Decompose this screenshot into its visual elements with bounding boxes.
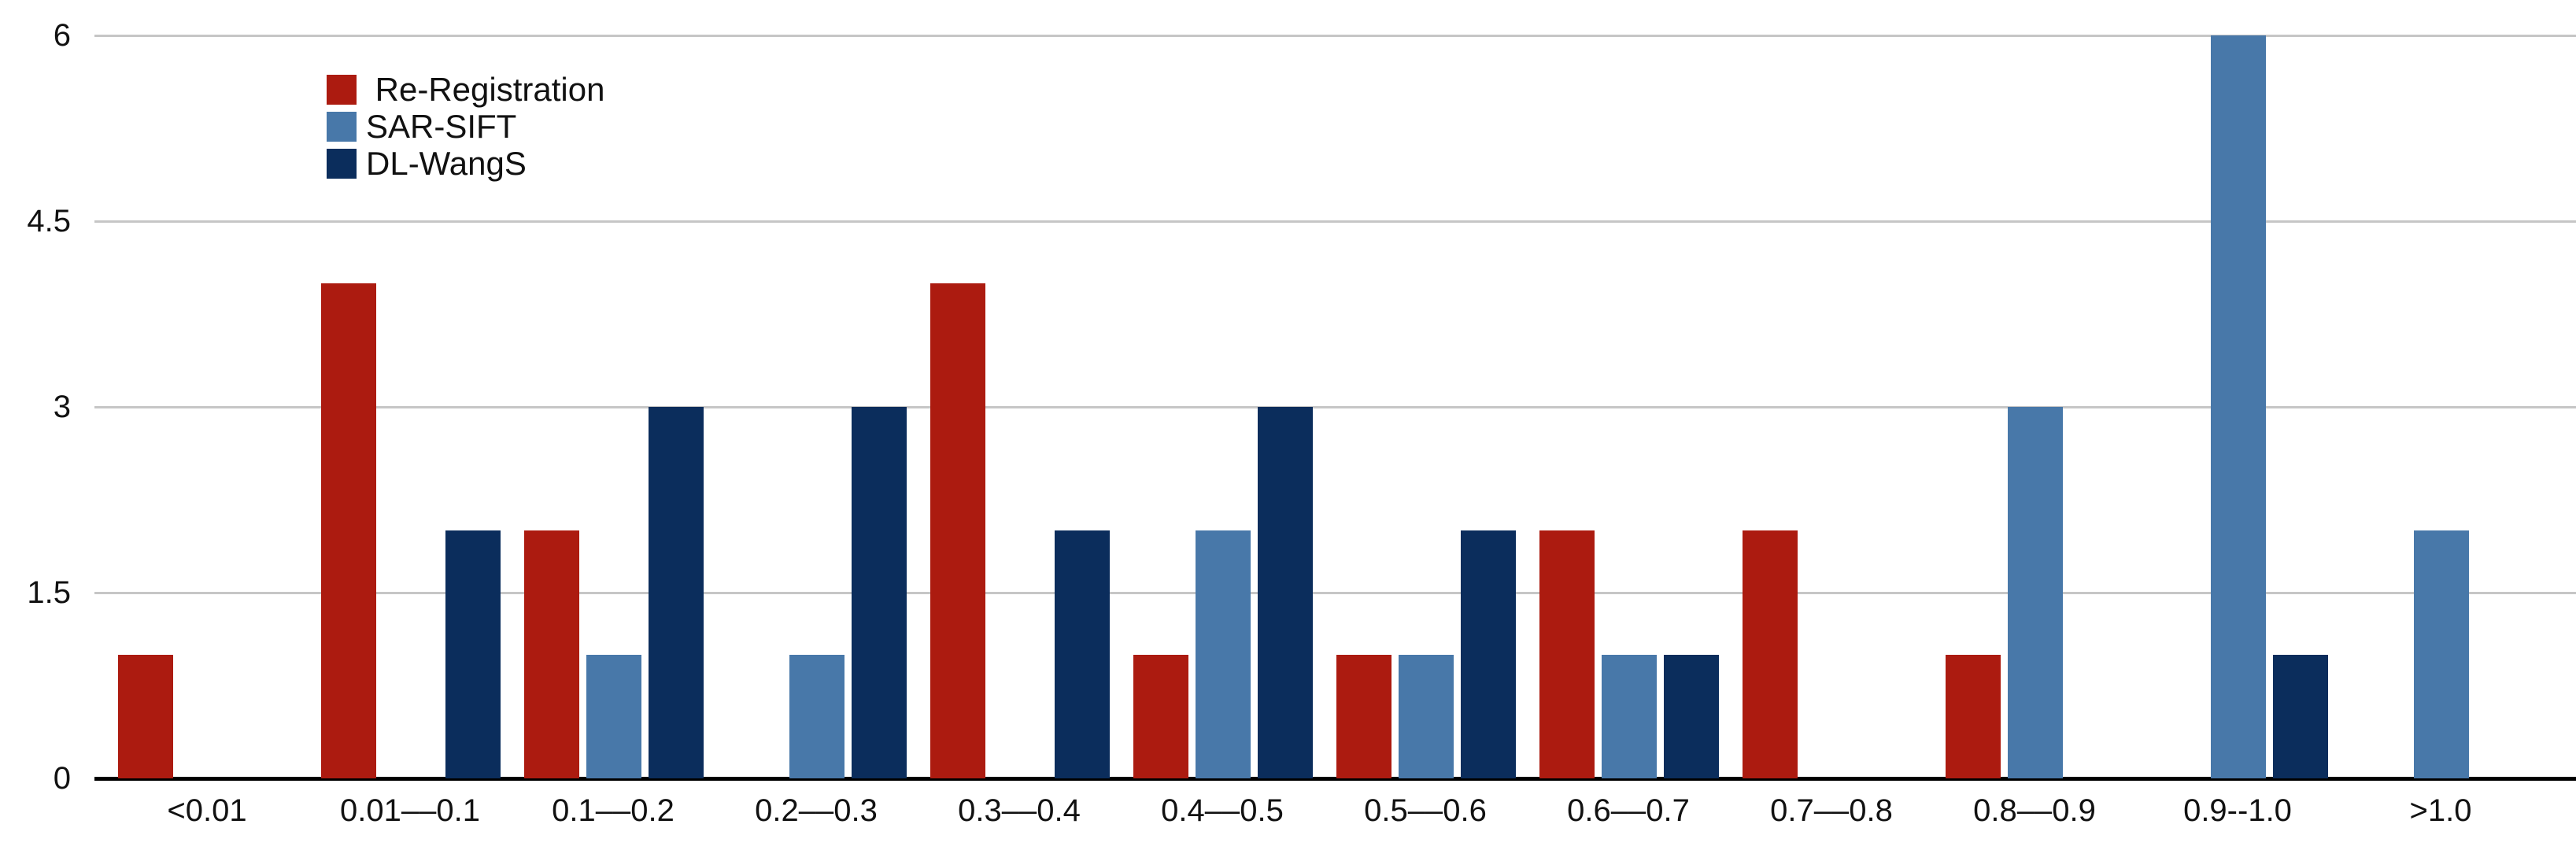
- bar-dl-wangs-8: [1664, 654, 1719, 778]
- bar-sar-sift-7: [1399, 654, 1454, 778]
- bar-re-registration-1: [118, 654, 173, 778]
- bar-dl-wangs-6: [1258, 407, 1313, 778]
- bar-dl-wangs-2: [445, 530, 501, 778]
- x-tick-label: <0.01: [167, 793, 247, 828]
- y-tick-label: 1.5: [27, 575, 71, 610]
- legend-label: SAR-SIFT: [366, 107, 517, 145]
- x-tick-label: 0.7––0.8: [1770, 793, 1893, 828]
- bar-re-registration-8: [1539, 530, 1595, 778]
- bar-sar-sift-10: [2008, 407, 2063, 778]
- x-tick-label: 0.2––0.3: [755, 793, 878, 828]
- legend-label: DL-WangS: [366, 144, 527, 182]
- legend-item-dl-wangs: DL-WangS: [327, 145, 604, 182]
- bar-sar-sift-11: [2211, 35, 2266, 778]
- bar-re-registration-5: [930, 283, 985, 778]
- bar-dl-wangs-3: [649, 407, 704, 778]
- x-tick-label: 0.8––0.9: [1973, 793, 2096, 828]
- legend-swatch-icon: [327, 111, 357, 142]
- bar-re-registration-9: [1743, 530, 1798, 778]
- x-tick-label: 0.01––0.1: [340, 793, 480, 828]
- bar-dl-wangs-11: [2273, 654, 2328, 778]
- x-tick-label: 0.4––0.5: [1161, 793, 1284, 828]
- bar-dl-wangs-5: [1055, 530, 1110, 778]
- bar-sar-sift-12: [2414, 530, 2469, 778]
- y-tick-label: 6: [53, 18, 71, 54]
- bar-sar-sift-4: [789, 654, 844, 778]
- gridline: [94, 405, 2576, 408]
- legend-item-sar-sift: SAR-SIFT: [327, 108, 604, 145]
- legend-item-re-registration: Re-Registration: [327, 71, 604, 108]
- legend-swatch-icon: [327, 148, 357, 179]
- y-tick-label: 3: [53, 390, 71, 424]
- x-tick-label: 0.6––0.7: [1567, 793, 1690, 828]
- bar-sar-sift-8: [1602, 654, 1657, 778]
- x-tick-label: >1.0: [2409, 793, 2472, 828]
- x-tick-label: 0.5––0.6: [1364, 793, 1487, 828]
- y-tick-label: 0: [53, 761, 71, 796]
- gridline: [94, 34, 2576, 37]
- bar-dl-wangs-4: [852, 407, 907, 778]
- y-tick-label: 4.5: [27, 204, 71, 238]
- x-tick-label: 0.3––0.4: [958, 793, 1081, 828]
- bar-dl-wangs-7: [1461, 530, 1516, 778]
- x-tick-label: 0.9--1.0: [2183, 793, 2292, 828]
- bar-re-registration-2: [321, 283, 376, 778]
- bar-re-registration-10: [1946, 654, 2001, 778]
- bar-re-registration-6: [1133, 654, 1188, 778]
- legend-swatch-icon: [327, 74, 357, 105]
- legend: Re-Registration SAR-SIFT DL-WangS: [327, 71, 604, 182]
- bar-sar-sift-6: [1196, 530, 1251, 778]
- gridline: [94, 220, 2576, 223]
- bar-re-registration-3: [524, 530, 579, 778]
- gridline: [94, 591, 2576, 594]
- x-tick-label: 0.1––0.2: [552, 793, 674, 828]
- bar-re-registration-7: [1336, 654, 1391, 778]
- x-axis-line: [94, 777, 2576, 781]
- legend-label: Re-Registration: [366, 70, 605, 108]
- bar-sar-sift-3: [586, 654, 641, 778]
